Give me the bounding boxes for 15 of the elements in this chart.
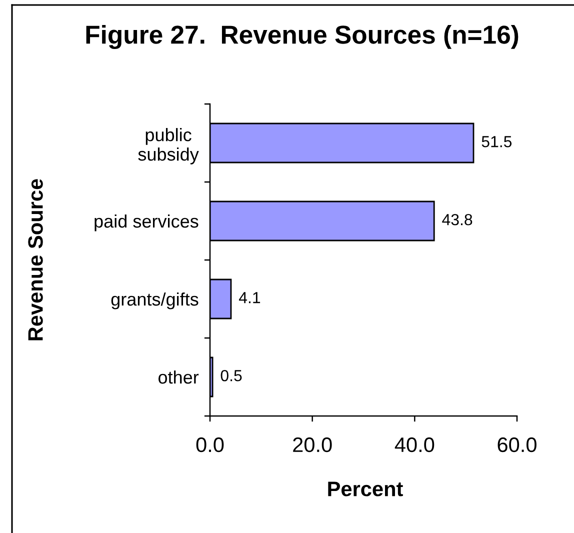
chart-title: Figure 27. Revenue Sources (n=16)	[86, 24, 518, 50]
y-tick-label: public subsidy	[138, 128, 199, 164]
y-tick-label: other	[158, 370, 199, 384]
data-label: 51.5	[482, 136, 512, 148]
x-tick-label: 60.0	[498, 437, 536, 452]
x-tick-label: 0.0	[196, 437, 224, 452]
y-tick-label: grants/gifts	[111, 292, 198, 310]
x-axis-title: Percent	[328, 482, 403, 496]
data-label: 43.8	[442, 214, 472, 226]
x-tick-label: 20.0	[293, 437, 332, 452]
y-axis-title: Revenue Source	[28, 179, 43, 340]
x-tick-label: 40.0	[394, 437, 434, 452]
data-label: 0.5	[220, 370, 242, 382]
data-label: 4.1	[238, 292, 260, 304]
y-tick-label: paid services	[94, 214, 198, 232]
